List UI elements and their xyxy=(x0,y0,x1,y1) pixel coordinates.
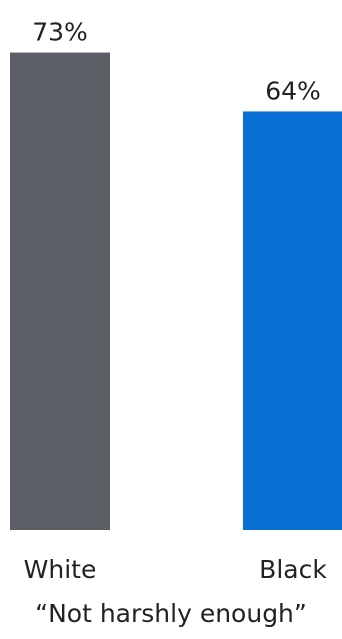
bar-black xyxy=(243,111,342,530)
chart-caption: “Not harshly enough” xyxy=(35,599,307,628)
value-label-black: 64% xyxy=(265,76,321,105)
category-label-white: White xyxy=(24,555,97,584)
category-label-black: Black xyxy=(259,555,327,584)
value-label-white: 73% xyxy=(32,18,88,47)
bar-white xyxy=(10,52,110,531)
